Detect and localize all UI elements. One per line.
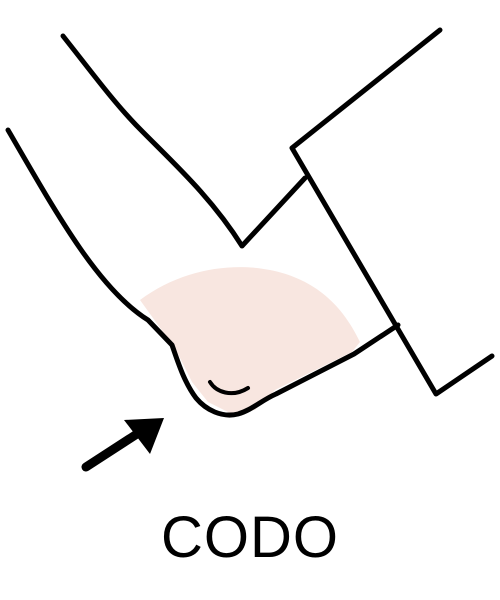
arm-inner-outline: [60, 33, 308, 249]
elbow-crease: [208, 380, 250, 396]
sleeve-outline: [289, 27, 495, 397]
caption-label: CODO: [161, 505, 339, 570]
arm-outer-outline: [5, 127, 401, 418]
elbow-highlight: [140, 267, 360, 414]
arrow-icon: [81, 418, 164, 472]
